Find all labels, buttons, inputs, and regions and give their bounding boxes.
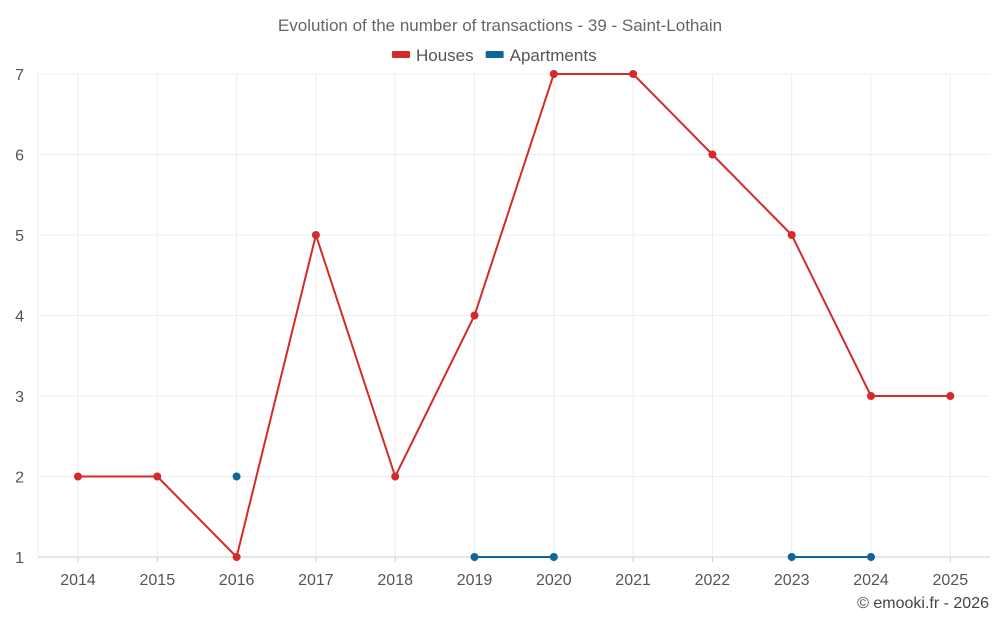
legend-label-houses[interactable]: Houses [416, 46, 474, 65]
grid-lines [37, 73, 990, 562]
y-tick-label: 4 [15, 309, 24, 326]
x-tick-label: 2014 [60, 572, 96, 589]
data-point[interactable] [232, 472, 241, 481]
data-point[interactable] [708, 150, 717, 159]
chart-title: Evolution of the number of transactions … [278, 16, 722, 35]
y-axis-ticks: 1 2 3 4 5 6 7 [15, 67, 24, 567]
y-tick-label: 6 [15, 148, 24, 165]
credit-text: © emooki.fr - 2026 [857, 595, 989, 612]
series-apartments [232, 472, 875, 561]
data-point[interactable] [391, 472, 400, 481]
x-axis-ticks: 2014 2015 2016 2017 2018 2019 2020 2021 2022 2023… [60, 572, 968, 589]
data-point[interactable] [787, 553, 796, 561]
data-point[interactable] [787, 231, 796, 239]
x-tick-label: 2018 [377, 572, 413, 589]
x-tick-label: 2021 [615, 572, 651, 589]
data-point[interactable] [549, 70, 558, 78]
x-tick-label: 2017 [298, 572, 334, 589]
y-tick-label: 7 [15, 67, 24, 84]
x-tick-label: 2024 [853, 572, 889, 589]
x-tick-label: 2023 [774, 572, 810, 589]
data-point[interactable] [867, 553, 875, 561]
data-point[interactable] [629, 70, 638, 78]
y-tick-label: 2 [15, 470, 24, 487]
legend-swatch-apartments [485, 51, 504, 58]
data-point[interactable] [311, 231, 320, 239]
legend: Houses Apartments [392, 46, 597, 65]
y-tick-label: 5 [15, 228, 24, 245]
x-tick-label: 2015 [140, 572, 176, 589]
y-tick-label: 3 [15, 389, 24, 406]
y-tick-label: 1 [15, 550, 24, 567]
data-point[interactable] [153, 472, 162, 481]
x-tick-label: 2022 [695, 572, 731, 589]
data-point[interactable] [470, 311, 479, 320]
data-point[interactable] [470, 553, 479, 561]
series-houses [74, 70, 955, 561]
x-tick-label: 2020 [536, 572, 572, 589]
data-point[interactable] [549, 553, 558, 561]
series-layer [74, 70, 955, 561]
data-point[interactable] [946, 392, 955, 400]
data-point[interactable] [74, 472, 82, 481]
x-tick-label: 2019 [457, 572, 493, 589]
legend-swatch-houses [392, 51, 410, 58]
legend-label-apartments[interactable]: Apartments [510, 46, 597, 65]
series-line [78, 73, 951, 559]
data-point[interactable] [867, 392, 875, 400]
x-tick-label: 2025 [933, 572, 969, 589]
data-point[interactable] [232, 553, 241, 561]
x-tick-label: 2016 [219, 572, 255, 589]
